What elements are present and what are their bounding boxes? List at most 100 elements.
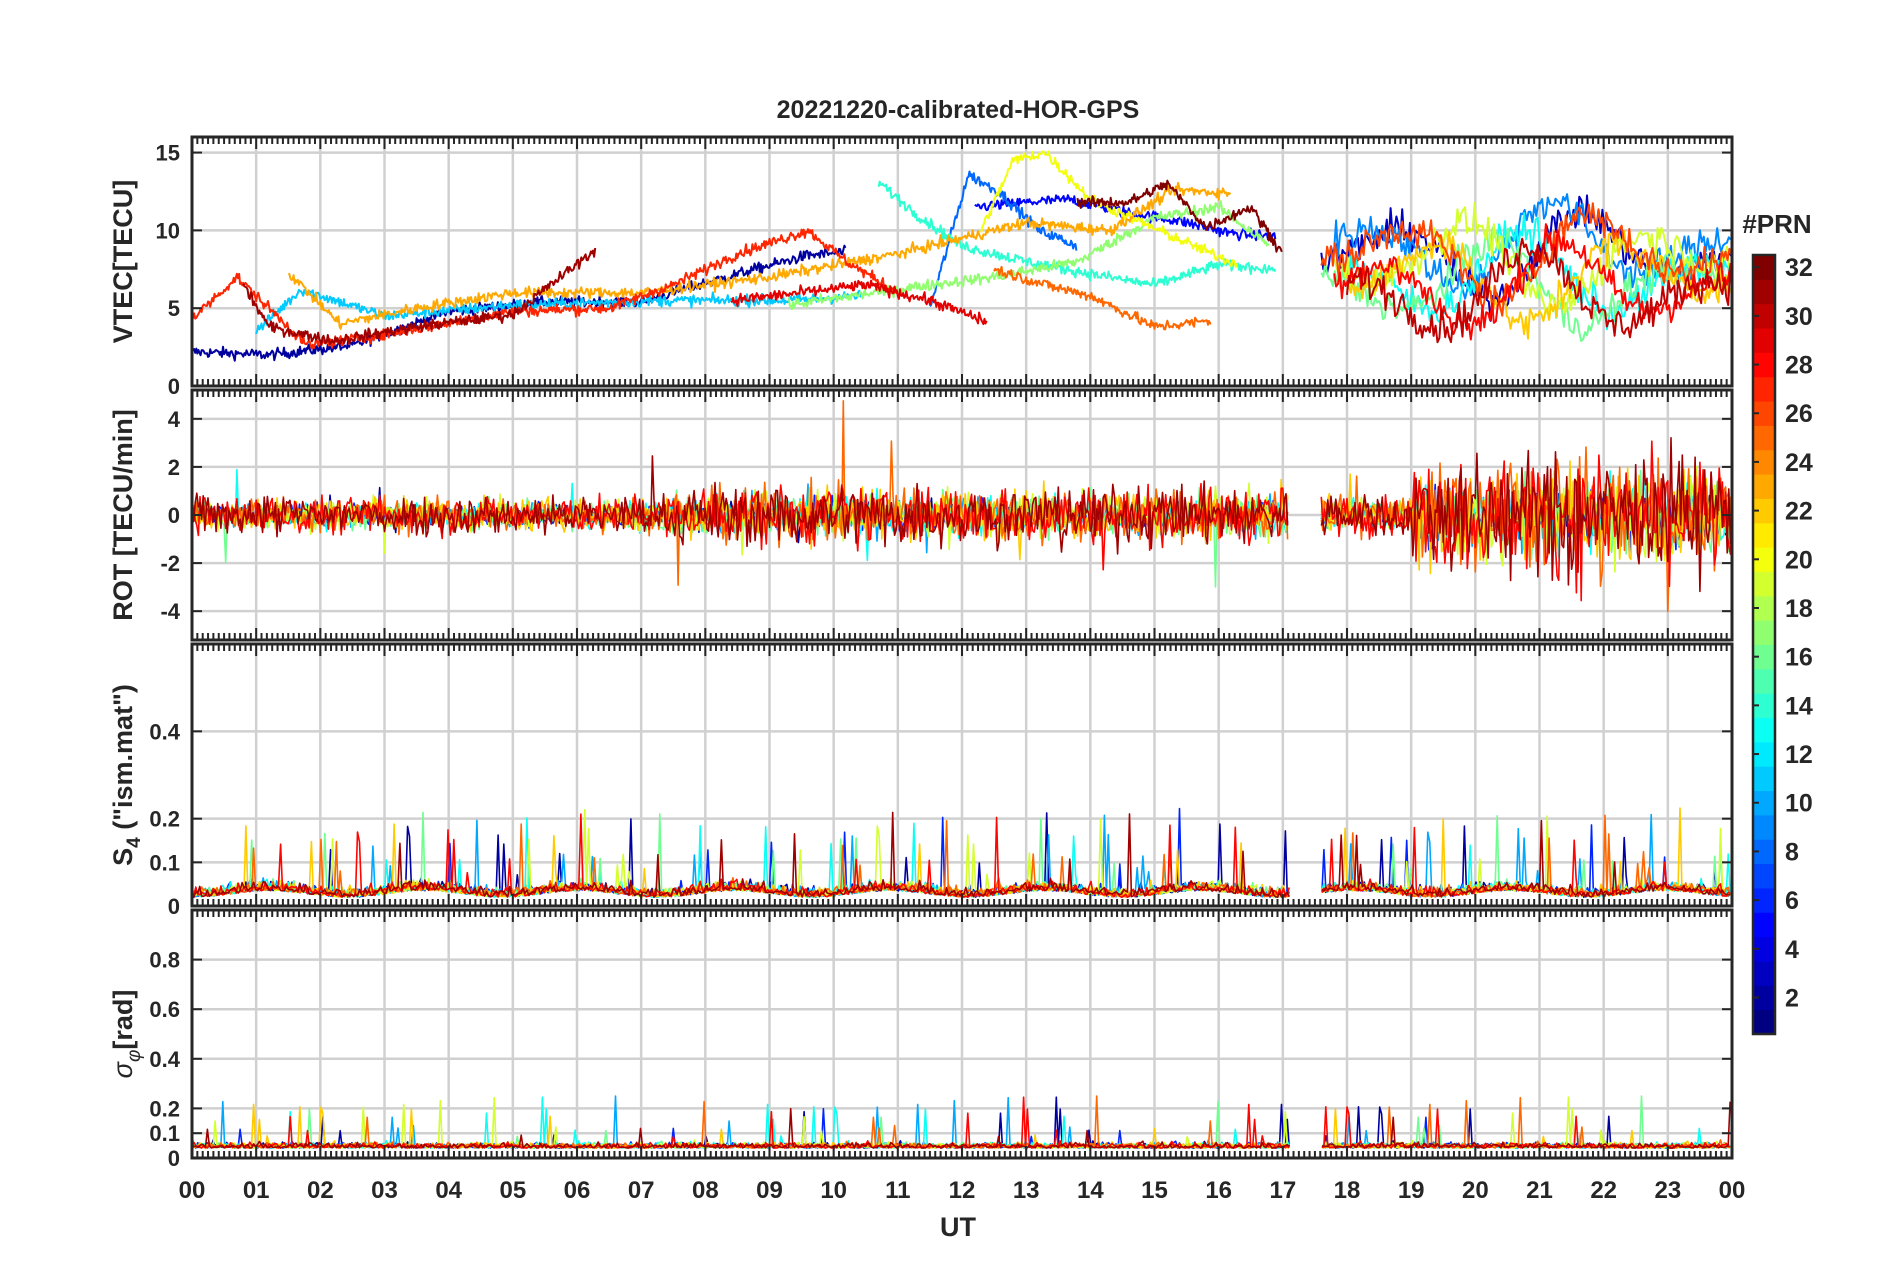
panel-series-vtec [192, 150, 1732, 362]
y-tick-label-vtec: 15 [156, 141, 180, 166]
colorbar-swatch-prn-25 [1753, 425, 1775, 451]
x-axis-label: UT [940, 1212, 976, 1242]
y-tick-label-vtec: 0 [168, 374, 180, 399]
x-tick-label: 13 [1013, 1177, 1040, 1204]
colorbar-swatch-prn-13 [1753, 717, 1775, 743]
y-axis-label-rest: ("ism.mat") [108, 684, 138, 837]
x-tick-label: 19 [1398, 1177, 1425, 1204]
panel-ticks-s4 [191, 644, 1733, 907]
colorbar-tick-label: 22 [1785, 498, 1813, 526]
y-axis-label-s4: S4 ("ism.mat") [108, 684, 145, 866]
y-tick-label-sigma: 0.6 [149, 997, 180, 1022]
vtec-line-late-prn-26 [1320, 202, 1732, 317]
colorbar-label: #PRN [1742, 209, 1811, 239]
panel-series-rot [192, 400, 1732, 613]
colorbar-tick-label: 24 [1785, 449, 1813, 477]
vtec-line-prn-29 [730, 279, 988, 326]
y-axis-label-sub: 4 [124, 837, 145, 848]
colorbar-swatch-prn-19 [1753, 571, 1775, 597]
panel-ticks-sigma [191, 910, 1733, 1159]
y-axis-label-vtec: VTEC[TECU] [108, 180, 138, 344]
x-tick-label: 00 [1719, 1177, 1746, 1204]
colorbar-tick-label: 32 [1785, 254, 1813, 282]
y-tick-label-vtec: 5 [168, 296, 180, 321]
x-tick-label: 05 [499, 1177, 526, 1204]
vtec-line-prn-5 [974, 194, 1277, 242]
colorbar-tick-label: 10 [1785, 790, 1813, 818]
x-tick-label: 02 [307, 1177, 334, 1204]
colorbar-tick-label: 14 [1785, 692, 1813, 720]
panel-grid-vtec [192, 137, 1732, 386]
colorbar-tick-label: 26 [1785, 400, 1813, 428]
colorbar-swatch-prn-2 [1753, 985, 1775, 1011]
vtec-line-prn-11 [255, 288, 866, 335]
colorbar-swatch-prn-7 [1753, 863, 1775, 889]
y-tick-label-s4: 0.2 [149, 807, 180, 832]
y-tick-label-sigma: 0.4 [149, 1047, 180, 1072]
colorbar-swatch-prn-12 [1753, 741, 1775, 767]
panel-series-s4 [192, 807, 1731, 899]
y-tick-label-s4: 0.1 [149, 850, 180, 875]
colorbar-tick-label: 4 [1785, 936, 1799, 964]
y-axis-label-main: σ [108, 1060, 138, 1078]
colorbar-tick-label: 6 [1785, 887, 1799, 915]
colorbar-swatch-prn-18 [1753, 595, 1775, 621]
x-tick-label: 08 [692, 1177, 719, 1204]
x-tick-label: 14 [1077, 1177, 1104, 1204]
colorbar-swatch-prn-31 [1753, 279, 1775, 305]
colorbar-tick-label: 2 [1785, 984, 1799, 1012]
x-tick-label: 21 [1526, 1177, 1553, 1204]
x-tick-label: 20 [1462, 1177, 1489, 1204]
y-tick-label-s4: 0.4 [149, 719, 180, 744]
y-tick-label-sigma: 0.1 [149, 1121, 180, 1146]
x-tick-labels: 00 01 02 03 04 05 06 07 08 09 10 11 12 13 14 15 16 17 18 19… [179, 1177, 1746, 1204]
colorbar-swatch-prn-28 [1753, 352, 1775, 378]
vtec-line-late-prn-16 [1320, 226, 1732, 342]
colorbar-frame [1751, 253, 1777, 1036]
colorbar-swatch-prn-3 [1753, 960, 1775, 986]
colorbar-swatch-prn-21 [1753, 522, 1775, 548]
x-tick-label: 22 [1590, 1177, 1617, 1204]
colorbar-swatch-prn-8 [1753, 839, 1775, 865]
colorbar-swatch-prn-9 [1753, 814, 1775, 840]
y-axis-label-rest: [rad] [108, 990, 138, 1050]
panel-ticks-vtec [191, 137, 1733, 387]
panel-grid-s4 [192, 644, 1732, 906]
x-tick-label: 06 [564, 1177, 591, 1204]
colorbar-swatch-prn-6 [1753, 887, 1775, 913]
vtec-line-late-prn-30 [1346, 237, 1732, 344]
colorbar-tick-label: 12 [1785, 741, 1813, 769]
colorbar-swatch-prn-27 [1753, 376, 1775, 402]
colorbar-swatch-prn-15 [1753, 668, 1775, 694]
vtec-line-prn-17 [787, 200, 1270, 310]
x-tick-label: 18 [1334, 1177, 1361, 1204]
colorbar-tick-label: 18 [1785, 595, 1813, 623]
y-axis-label-rot: ROT [TECU/min] [108, 409, 138, 620]
panel-rot: -4 -2 0 2 4 ROT [TECU/min] [108, 388, 1734, 642]
y-tick-label-rot: 2 [168, 455, 180, 480]
sigma-line-prn-31 [192, 1101, 1731, 1149]
colorbar-swatch-prn-32 [1753, 255, 1775, 280]
x-tick-label: 12 [949, 1177, 976, 1204]
colorbar-tick-label: 16 [1785, 644, 1813, 672]
y-tick-label-sigma: 0.2 [149, 1096, 180, 1121]
vtec-line-late-prn-13 [1346, 212, 1732, 331]
vtec-line-prn-20 [980, 150, 1238, 269]
y-tick-label-rot: -2 [160, 551, 180, 576]
y-tick-label-rot: 4 [168, 407, 181, 432]
colorbar-swatch-prn-20 [1753, 547, 1775, 572]
colorbar-swatch-prn-16 [1753, 644, 1775, 670]
chart-title: 20221220-calibrated-HOR-GPS [777, 96, 1140, 124]
x-tick-label: 07 [628, 1177, 655, 1204]
colorbar-swatch-prn-17 [1753, 620, 1775, 645]
colorbar-swatch-prn-30 [1753, 303, 1775, 329]
x-tick-label: 16 [1205, 1177, 1232, 1204]
x-tick-label: 10 [820, 1177, 847, 1204]
s4-line-prn-31 [192, 811, 1731, 898]
panel-ticks-rot [191, 390, 1733, 640]
x-tick-label: 04 [435, 1177, 462, 1204]
y-axis-label-sub: φ [124, 1050, 145, 1062]
panel-vtec: 0 5 10 15 VTEC[TECU] [108, 135, 1734, 399]
